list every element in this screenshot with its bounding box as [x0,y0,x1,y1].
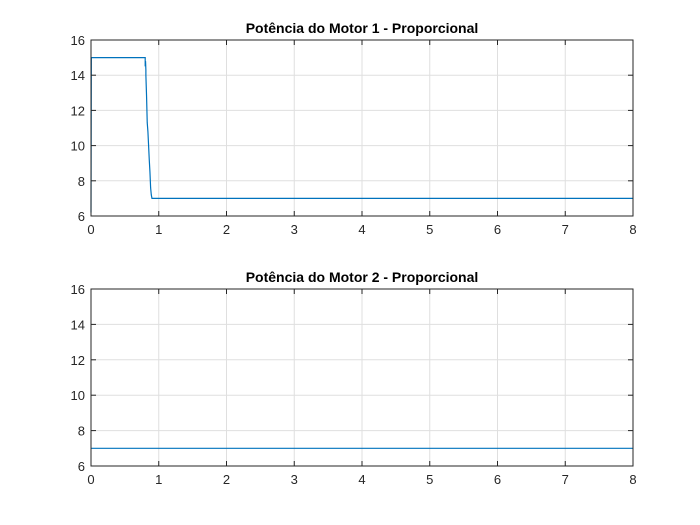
chart-title: Potência do Motor 1 - Proporcional [246,20,479,36]
y-tick-label: 8 [78,174,85,189]
x-tick-label: 4 [358,222,365,237]
series-line [90,56,633,213]
x-tick-label: 8 [629,222,636,237]
x-tick-label: 1 [155,472,162,487]
x-tick-label: 6 [494,472,501,487]
y-tick-label: 16 [71,282,85,297]
y-tick-label: 6 [78,209,85,224]
x-tick-label: 1 [155,222,162,237]
y-tick-label: 16 [71,33,85,48]
x-tick-label: 2 [223,472,230,487]
x-tick-label: 0 [87,222,94,237]
x-tick-label: 2 [223,222,230,237]
y-tick-label: 10 [71,388,85,403]
x-tick-label: 5 [426,222,433,237]
y-tick-label: 12 [71,353,85,368]
y-tick-label: 14 [71,68,85,83]
x-tick-label: 7 [562,472,569,487]
chart-title: Potência do Motor 2 - Proporcional [246,269,479,285]
y-tick-label: 12 [71,103,85,118]
y-tick-label: 6 [78,459,85,474]
x-tick-label: 6 [494,222,501,237]
x-tick-label: 3 [291,472,298,487]
x-tick-label: 7 [562,222,569,237]
y-tick-label: 10 [71,139,85,154]
y-tick-label: 8 [78,424,85,439]
x-tick-label: 0 [87,472,94,487]
y-tick-label: 14 [71,317,85,332]
x-tick-label: 3 [291,222,298,237]
x-tick-label: 4 [358,472,365,487]
x-tick-label: 5 [426,472,433,487]
x-tick-label: 8 [629,472,636,487]
